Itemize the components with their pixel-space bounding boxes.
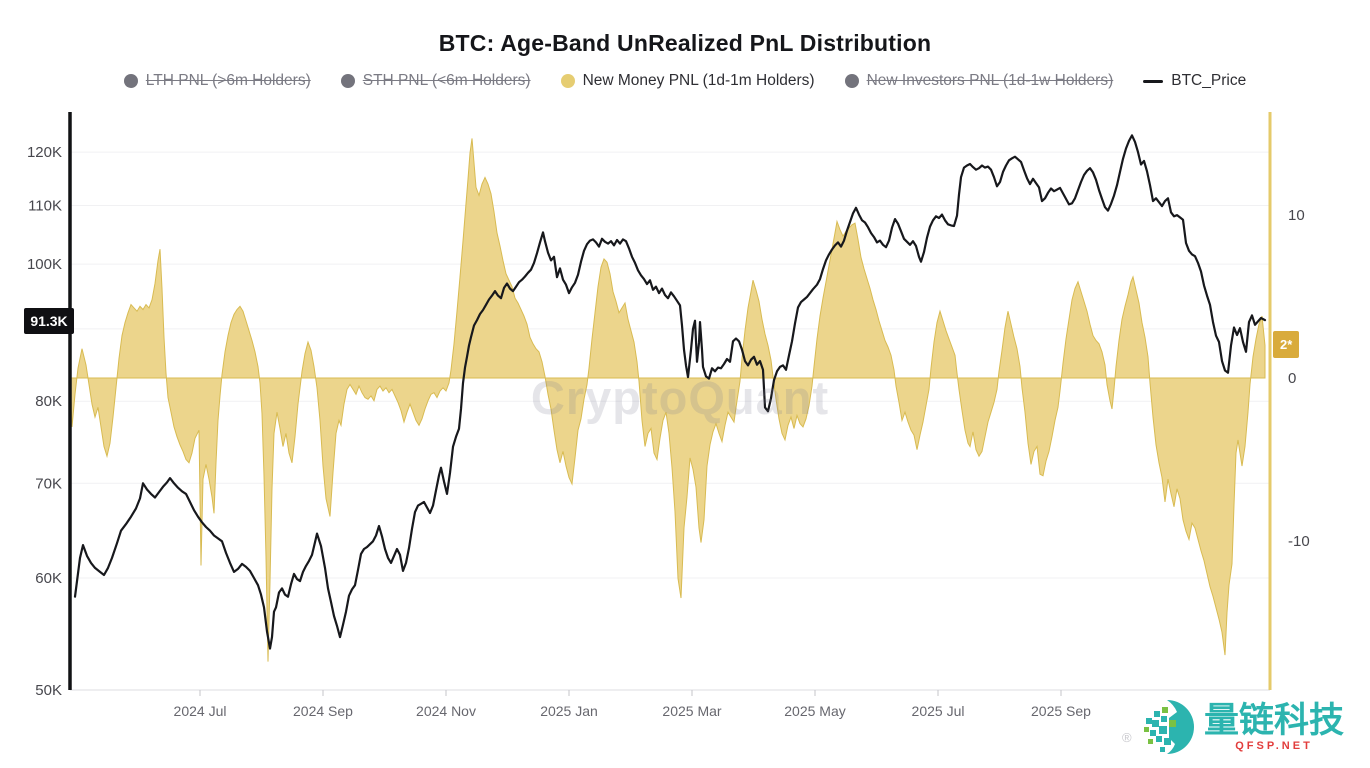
x-axis-tick: 2025 Jul (911, 703, 965, 719)
btc-price-series[interactable] (73, 134, 1267, 650)
legend-label: New Investors PNL (1d-1w Holders) (866, 72, 1114, 89)
logo-site-text: QFSP.NET (1235, 739, 1313, 752)
right-axis-tick: -10 (1288, 533, 1310, 550)
left-axis-tick: 120K (27, 144, 62, 161)
legend-line-icon (1143, 79, 1164, 83)
qfsp-logo: 量链科技 QFSP.NET (1138, 698, 1344, 756)
right-axis-tick: 0 (1288, 370, 1296, 387)
x-axis-tick: 2025 Jan (540, 703, 598, 719)
legend-item-4[interactable]: BTC_Price (1143, 72, 1246, 90)
legend-label: BTC_Price (1171, 72, 1247, 89)
x-axis-tick: 2025 Mar (662, 703, 722, 719)
left-axis-tick: 50K (35, 682, 62, 699)
x-axis-tick: 2024 Jul (173, 703, 227, 719)
left-axis-tick: 100K (27, 256, 62, 273)
legend-dot-icon (340, 74, 355, 88)
registered-mark: ® (1122, 730, 1132, 745)
legend-label: New Money PNL (1d-1m Holders) (582, 72, 815, 89)
left-axis-tick: 80K (35, 393, 62, 410)
x-axis-tick: 2025 Sep (1031, 703, 1091, 719)
pnl-area-series[interactable] (69, 138, 1266, 662)
legend-item-2[interactable]: New Money PNL (1d-1m Holders) (560, 72, 815, 90)
left-axis-tick: 60K (35, 570, 62, 587)
legend-item-1[interactable]: STH PNL (<6m Holders) (340, 72, 531, 90)
legend: LTH PNL (>6m Holders) STH PNL (<6m Holder… (0, 72, 1370, 90)
right-axis-tick: 10 (1288, 207, 1305, 224)
chart-title: BTC: Age-Band UnRealized PnL Distributio… (438, 30, 932, 56)
legend-item-0[interactable]: LTH PNL (>6m Holders) (123, 72, 311, 90)
left-axis-tick: 110K (28, 198, 62, 215)
legend-dot-icon (844, 74, 859, 88)
legend-dot-icon (123, 74, 138, 88)
legend-item-3[interactable]: New Investors PNL (1d-1w Holders) (844, 72, 1114, 90)
legend-label: STH PNL (<6m Holders) (362, 72, 531, 89)
qfsp-logo-icon (1140, 700, 1194, 754)
legend-dot-icon (560, 74, 575, 88)
pnl-current-badge: 2* (1273, 331, 1300, 358)
legend-label: LTH PNL (>6m Holders) (145, 72, 311, 89)
x-axis-tick: 2025 May (784, 703, 846, 719)
left-axis-tick: 70K (35, 475, 62, 492)
logo-cn-text: 量链科技 (1204, 700, 1345, 740)
x-axis-tick: 2024 Sep (293, 703, 353, 719)
x-axis-tick: 2024 Nov (416, 703, 476, 719)
price-current-badge: 91.3K (24, 308, 74, 334)
